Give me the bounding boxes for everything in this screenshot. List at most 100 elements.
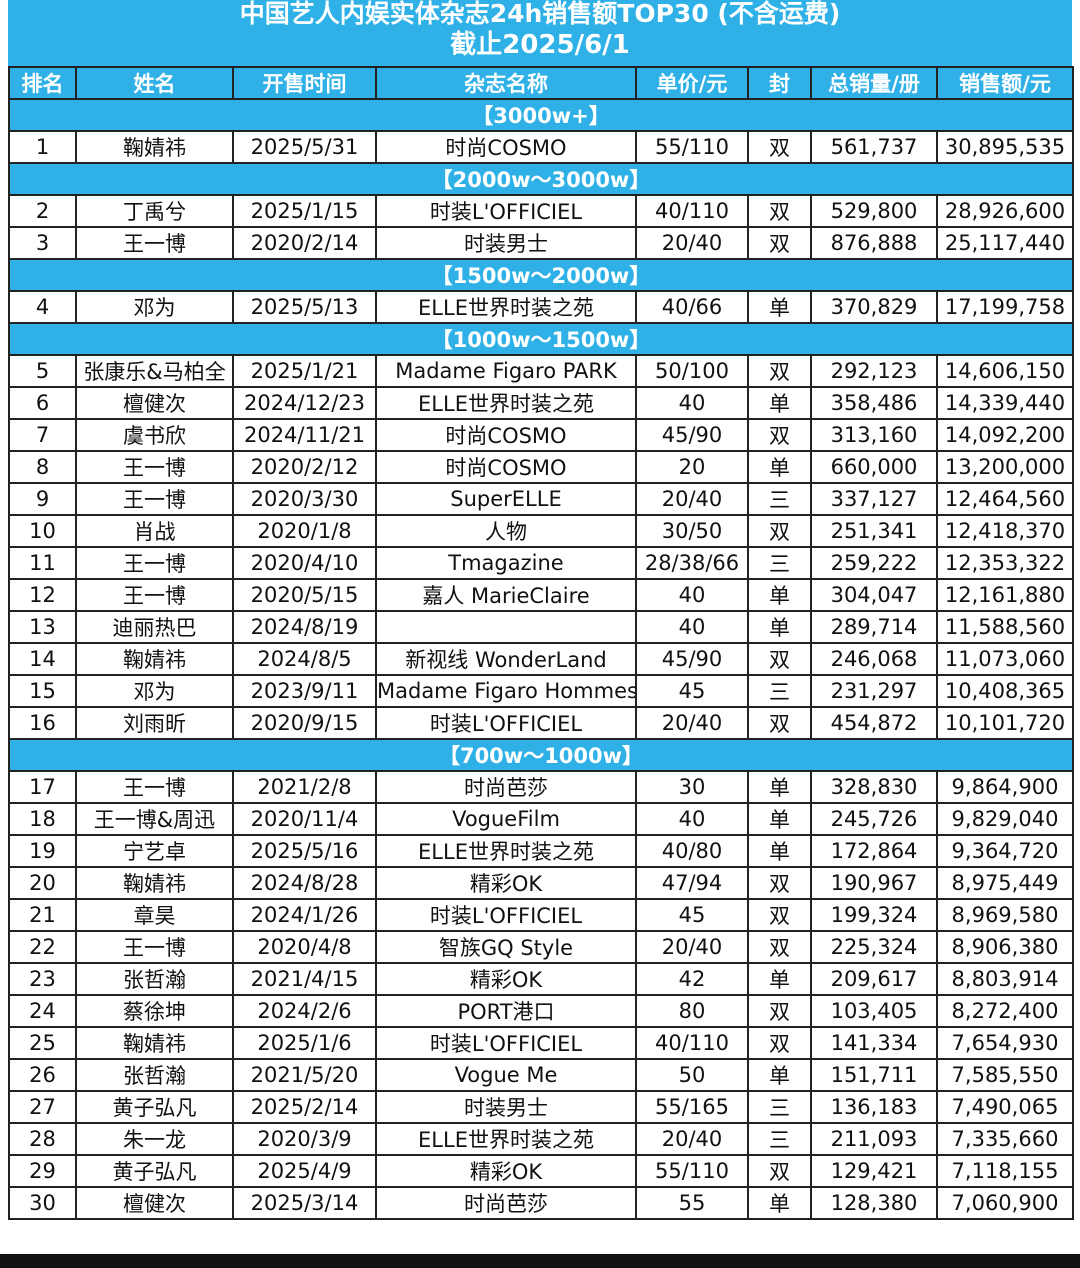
date-cell: 2021/2/8	[232, 770, 377, 804]
cover-cell: 双	[747, 642, 812, 676]
price-cell: 30	[635, 770, 749, 804]
magazine-cell: 时尚COSMO	[375, 130, 637, 164]
price-cell: 20/40	[635, 482, 749, 516]
volume-cell: 337,127	[810, 482, 938, 516]
cover-cell: 双	[747, 898, 812, 932]
volume-cell: 103,405	[810, 994, 938, 1028]
magazine-cell: 精彩OK	[375, 962, 637, 996]
price-cell: 40/110	[635, 1026, 749, 1060]
cover-cell: 三	[747, 1090, 812, 1124]
revenue-cell: 8,906,380	[936, 930, 1074, 964]
date-cell: 2025/5/13	[232, 290, 377, 324]
magazine-cell: 时尚芭莎	[375, 1186, 637, 1220]
magazine-cell: PORT港口	[375, 994, 637, 1028]
cover-cell: 单	[747, 802, 812, 836]
volume-cell: 129,421	[810, 1154, 938, 1188]
rank-cell: 5	[8, 354, 77, 388]
volume-cell: 259,222	[810, 546, 938, 580]
table-row: 18 王一博&周迅 2020/11/4 VogueFilm 40 单 245,726 9,82…	[8, 802, 1074, 836]
tier-label: 【2000w～3000w】	[8, 162, 1074, 196]
price-cell: 55/165	[635, 1090, 749, 1124]
cover-cell: 双	[747, 994, 812, 1028]
rank-cell: 18	[8, 802, 77, 836]
price-cell: 45/90	[635, 418, 749, 452]
rank-cell: 21	[8, 898, 77, 932]
title-line-1: 中国艺人内娱实体杂志24h销售额TOP30 (不含运费)	[239, 0, 841, 28]
revenue-cell: 7,585,550	[936, 1058, 1074, 1092]
magazine-cell: ELLE世界时装之苑	[375, 1122, 637, 1156]
name-cell: 丁禹兮	[75, 194, 234, 228]
table-row: 24 蔡徐坤 2024/2/6 PORT港口 80 双 103,405 8,272,400	[8, 994, 1074, 1028]
revenue-cell: 14,606,150	[936, 354, 1074, 388]
table-row: 25 鞠婧祎 2025/1/6 时装L'OFFICIEL 40/110 双 141,334 7…	[8, 1026, 1074, 1060]
table-row: 6 檀健次 2024/12/23 ELLE世界时装之苑 40 单 358,486 14,339…	[8, 386, 1074, 420]
volume-cell: 231,297	[810, 674, 938, 708]
price-cell: 80	[635, 994, 749, 1028]
header-cover: 封	[747, 66, 812, 100]
table-row: 10 肖战 2020/1/8 人物 30/50 双 251,341 12,418,370	[8, 514, 1074, 548]
magazine-cell: 时装L'OFFICIEL	[375, 194, 637, 228]
table-row: 27 黄子弘凡 2025/2/14 时装男士 55/165 三 136,183 7,490,0…	[8, 1090, 1074, 1124]
rank-cell: 23	[8, 962, 77, 996]
magazine-cell: 嘉人 MarieClaire	[375, 578, 637, 612]
table-row: 11 王一博 2020/4/10 Tmagazine 28/38/66 三 259,222 1…	[8, 546, 1074, 580]
volume-cell: 136,183	[810, 1090, 938, 1124]
table-row: 26 张哲瀚 2021/5/20 Vogue Me 50 单 151,711 7,585,55…	[8, 1058, 1074, 1092]
table-row: 23 张哲瀚 2021/4/15 精彩OK 42 单 209,617 8,803,914	[8, 962, 1074, 996]
price-cell: 40	[635, 578, 749, 612]
volume-cell: 529,800	[810, 194, 938, 228]
rank-cell: 30	[8, 1186, 77, 1220]
magazine-cell: Madame Figaro Hommes	[375, 674, 637, 708]
rank-cell: 24	[8, 994, 77, 1028]
price-cell: 40	[635, 802, 749, 836]
date-cell: 2020/3/30	[232, 482, 377, 516]
volume-cell: 313,160	[810, 418, 938, 452]
name-cell: 黄子弘凡	[75, 1154, 234, 1188]
table-row: 4 邓为 2025/5/13 ELLE世界时装之苑 40/66 单 370,829 17,19…	[8, 290, 1074, 324]
rank-cell: 25	[8, 1026, 77, 1060]
tier-label: 【700w～1000w】	[8, 738, 1074, 772]
magazine-cell: 精彩OK	[375, 866, 637, 900]
magazine-cell: VogueFilm	[375, 802, 637, 836]
rank-cell: 16	[8, 706, 77, 740]
price-cell: 30/50	[635, 514, 749, 548]
date-cell: 2025/2/14	[232, 1090, 377, 1124]
date-cell: 2025/5/16	[232, 834, 377, 868]
volume-cell: 211,093	[810, 1122, 938, 1156]
cover-cell: 双	[747, 930, 812, 964]
table-row: 3 王一博 2020/2/14 时装男士 20/40 双 876,888 25,117,440	[8, 226, 1074, 260]
date-cell: 2020/2/12	[232, 450, 377, 484]
cover-cell: 三	[747, 482, 812, 516]
price-cell: 20/40	[635, 1122, 749, 1156]
name-cell: 朱一龙	[75, 1122, 234, 1156]
header-row: 排名 姓名 开售时间 杂志名称 单价/元 封 总销量/册 销售额/元	[8, 66, 1074, 100]
table-row: 14 鞠婧祎 2024/8/5 新视线 WonderLand 45/90 双 246,068…	[8, 642, 1074, 676]
price-cell: 40	[635, 386, 749, 420]
header-unit-price: 单价/元	[635, 66, 749, 100]
volume-cell: 304,047	[810, 578, 938, 612]
cover-cell: 单	[747, 386, 812, 420]
rank-cell: 19	[8, 834, 77, 868]
name-cell: 王一博	[75, 578, 234, 612]
date-cell: 2020/9/15	[232, 706, 377, 740]
date-cell: 2024/1/26	[232, 898, 377, 932]
cover-cell: 双	[747, 226, 812, 260]
header-magazine: 杂志名称	[375, 66, 637, 100]
cover-cell: 双	[747, 1154, 812, 1188]
revenue-cell: 28,926,600	[936, 194, 1074, 228]
magazine-cell: 人物	[375, 514, 637, 548]
name-cell: 王一博	[75, 450, 234, 484]
rank-cell: 14	[8, 642, 77, 676]
name-cell: 王一博&周迅	[75, 802, 234, 836]
revenue-cell: 14,339,440	[936, 386, 1074, 420]
revenue-cell: 10,408,365	[936, 674, 1074, 708]
price-cell: 55/110	[635, 130, 749, 164]
volume-cell: 660,000	[810, 450, 938, 484]
date-cell: 2020/4/10	[232, 546, 377, 580]
cover-cell: 三	[747, 546, 812, 580]
revenue-cell: 30,895,535	[936, 130, 1074, 164]
volume-cell: 141,334	[810, 1026, 938, 1060]
table-row: 15 邓为 2023/9/11 Madame Figaro Hommes 45 三 231,…	[8, 674, 1074, 708]
revenue-cell: 8,803,914	[936, 962, 1074, 996]
revenue-cell: 13,200,000	[936, 450, 1074, 484]
